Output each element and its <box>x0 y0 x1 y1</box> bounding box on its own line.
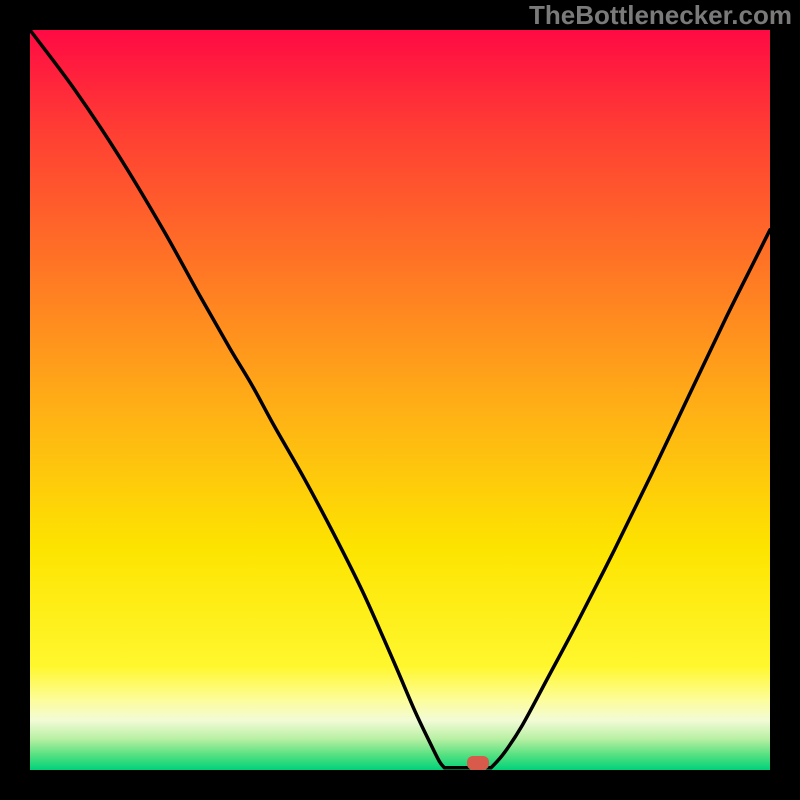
bottleneck-curve <box>30 30 770 770</box>
optimal-point-marker <box>467 756 489 770</box>
plot-area <box>30 30 770 770</box>
chart-stage: TheBottlenecker.com <box>0 0 800 800</box>
watermark-text: TheBottlenecker.com <box>529 0 792 31</box>
